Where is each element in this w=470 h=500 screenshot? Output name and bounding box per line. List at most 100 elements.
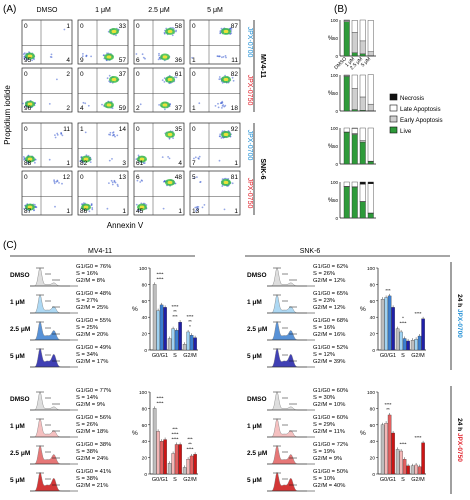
flow-event-dot xyxy=(106,207,109,210)
cc-bar xyxy=(410,465,415,475)
flow-density-peak xyxy=(223,77,229,82)
flow-event-dot xyxy=(111,107,114,110)
cc-significance: *** xyxy=(187,436,193,441)
flow-event-dot xyxy=(171,34,174,37)
cc-phase-percentage: G2/M = 8% xyxy=(76,278,105,284)
cc-phase-percentage: S = 26% xyxy=(313,271,335,277)
apoptosis-bar-segment xyxy=(367,127,374,162)
cc-bar-category: G2/M xyxy=(411,353,425,359)
flow-event-dot xyxy=(219,133,222,136)
apoptosis-bar-segment xyxy=(359,74,366,98)
cc-bar xyxy=(410,340,415,351)
cc-phase-percentage: G1/G0 = 62% xyxy=(313,264,348,270)
flow-density-peak xyxy=(223,180,229,185)
flow-event-dot xyxy=(48,103,51,105)
cc-bar-tick-label: 60 xyxy=(142,423,148,429)
flow-event-dot xyxy=(172,27,174,29)
cc-bar xyxy=(167,463,172,475)
flow-event-dot xyxy=(82,53,84,55)
cc-histogram xyxy=(267,294,307,314)
flow-event-dot xyxy=(91,208,94,211)
flow-event-dot xyxy=(194,156,197,159)
apoptosis-y-tick: 0 xyxy=(335,216,338,221)
flow-drug-label: JPX-0750 xyxy=(246,75,253,106)
quad-ur: 2 xyxy=(66,71,70,78)
cc-bar xyxy=(380,299,385,351)
flow-event-dot xyxy=(56,179,59,182)
cc-bar-category: S xyxy=(401,477,405,483)
cc-phase-percentage: G2/M = 39% xyxy=(313,359,345,365)
apoptosis-bar-segment xyxy=(367,74,374,105)
cc-side-label-drug: JPX-0750 xyxy=(456,433,463,462)
flow-event-dot xyxy=(112,131,115,134)
flow-event-dot xyxy=(158,52,160,55)
quad-lr: 4 xyxy=(66,57,70,64)
cc-bar xyxy=(189,455,194,475)
cc-bar xyxy=(421,318,425,351)
cc-phase-percentage: G2/M = 25% xyxy=(76,305,108,311)
flow-density-peak xyxy=(27,102,33,106)
apoptosis-bar-segment xyxy=(343,20,350,23)
flow-event-dot xyxy=(219,102,222,105)
flow-event-dot xyxy=(110,179,113,182)
cc-bar xyxy=(171,328,175,351)
cc-bar xyxy=(414,464,418,475)
flow-event-dot xyxy=(135,203,138,206)
flow-density-peak xyxy=(139,205,145,209)
quad-ur: 92 xyxy=(231,126,239,133)
cc-condition-label: 2.5 μM xyxy=(247,326,267,333)
flow-event-dot xyxy=(174,76,176,78)
apoptosis-y-tick: 100 xyxy=(330,73,338,78)
flow-event-dot xyxy=(172,137,175,140)
cc-histogram xyxy=(267,444,307,465)
apoptosis-y-tick: 50 xyxy=(333,91,339,96)
flow-event-dot xyxy=(163,180,166,183)
cc-bar-category: G0/G1 xyxy=(152,477,168,483)
cc-side-label-drug: JPX-0700 xyxy=(456,309,463,338)
cc-bar-tick-label: 100 xyxy=(139,390,147,396)
apoptosis-bar-segment xyxy=(343,74,350,76)
flow-event-dot xyxy=(109,131,112,134)
quad-ul: 5 xyxy=(192,174,196,181)
flow-event-dot xyxy=(218,159,221,162)
flow-y-axis-label: Propidium iodide xyxy=(3,85,12,145)
flow-event-dot xyxy=(108,74,111,77)
flow-event-dot xyxy=(89,161,92,164)
cc-bar-category: S xyxy=(173,477,177,483)
quad-ul: 0 xyxy=(136,23,140,30)
cc-bar-tick-label: 0 xyxy=(144,348,147,354)
apoptosis-bar-segment xyxy=(351,52,358,57)
cc-phase-percentage: S = 12% xyxy=(313,352,335,358)
cc-bar xyxy=(193,337,197,351)
cc-condition-label: DMSO xyxy=(10,396,30,403)
cc-bar xyxy=(163,307,167,351)
flow-event-dot xyxy=(56,78,58,81)
flow-drug-label: JPX-0750 xyxy=(246,178,253,209)
cc-condition-label: DMSO xyxy=(247,272,267,279)
cc-bar-tick-label: 100 xyxy=(139,266,147,272)
flow-event-dot xyxy=(84,131,87,134)
cc-condition-label: 5 μM xyxy=(10,353,25,360)
flow-event-dot xyxy=(191,56,194,59)
quad-lr: 1 xyxy=(234,208,238,215)
flow-event-dot xyxy=(115,34,117,37)
cc-phase-percentage: G2/M = 24% xyxy=(76,456,108,462)
cc-phase-percentage: S = 16% xyxy=(313,325,335,331)
flow-event-dot xyxy=(23,207,26,210)
flow-event-dot xyxy=(139,103,142,106)
cc-significance: **** xyxy=(156,395,163,400)
flow-event-dot xyxy=(197,206,200,208)
cc-phase-percentage: S = 19% xyxy=(313,449,335,455)
flow-event-dot xyxy=(63,28,66,31)
cc-bar-y-label: % xyxy=(360,430,366,437)
cc-bar-tick-label: 80 xyxy=(142,406,148,412)
flow-event-dot xyxy=(223,208,226,211)
flow-event-dot xyxy=(193,157,195,160)
flow-plot-frame xyxy=(133,19,185,65)
cc-bar-category: G2/M xyxy=(411,477,425,483)
flow-event-dot xyxy=(163,32,166,35)
cc-significance: * xyxy=(189,324,191,329)
cc-phase-percentage: G2/M = 17% xyxy=(76,359,108,365)
flow-event-dot xyxy=(217,106,220,109)
